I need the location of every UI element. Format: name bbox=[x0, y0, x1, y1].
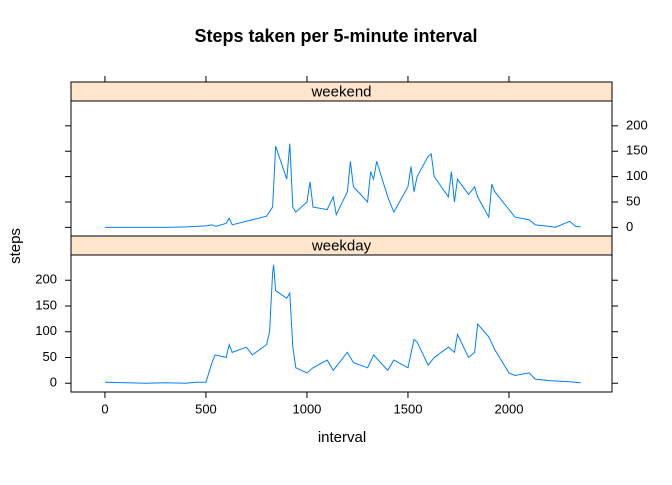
y-tick-label: 100 bbox=[626, 168, 648, 183]
panel bbox=[70, 254, 613, 393]
y-tick-label: 100 bbox=[35, 323, 57, 338]
x-axis-label: interval bbox=[318, 429, 366, 446]
chart-title: Steps taken per 5-minute interval bbox=[194, 26, 477, 46]
x-tick-label: 1000 bbox=[292, 401, 321, 416]
y-tick-label: 0 bbox=[50, 375, 57, 390]
y-tick-label: 200 bbox=[35, 272, 57, 287]
y-tick-label: 200 bbox=[626, 117, 648, 132]
x-tick-label: 0 bbox=[101, 401, 108, 416]
line bbox=[104, 264, 581, 384]
x-tick-label: 500 bbox=[195, 401, 217, 416]
x-tick-label: 2000 bbox=[495, 401, 524, 416]
y-tick-label: 150 bbox=[626, 143, 648, 158]
y-tick-label: 50 bbox=[43, 349, 57, 364]
y-tick-label: 50 bbox=[626, 193, 640, 208]
strip-label: weekend bbox=[310, 83, 371, 100]
y-tick-label: 0 bbox=[626, 219, 633, 234]
y-tick-label: 150 bbox=[35, 297, 57, 312]
line bbox=[104, 143, 581, 228]
x-tick-label: 1500 bbox=[394, 401, 423, 416]
y-axis-label: steps bbox=[7, 228, 24, 264]
strip-label: weekday bbox=[311, 237, 372, 254]
